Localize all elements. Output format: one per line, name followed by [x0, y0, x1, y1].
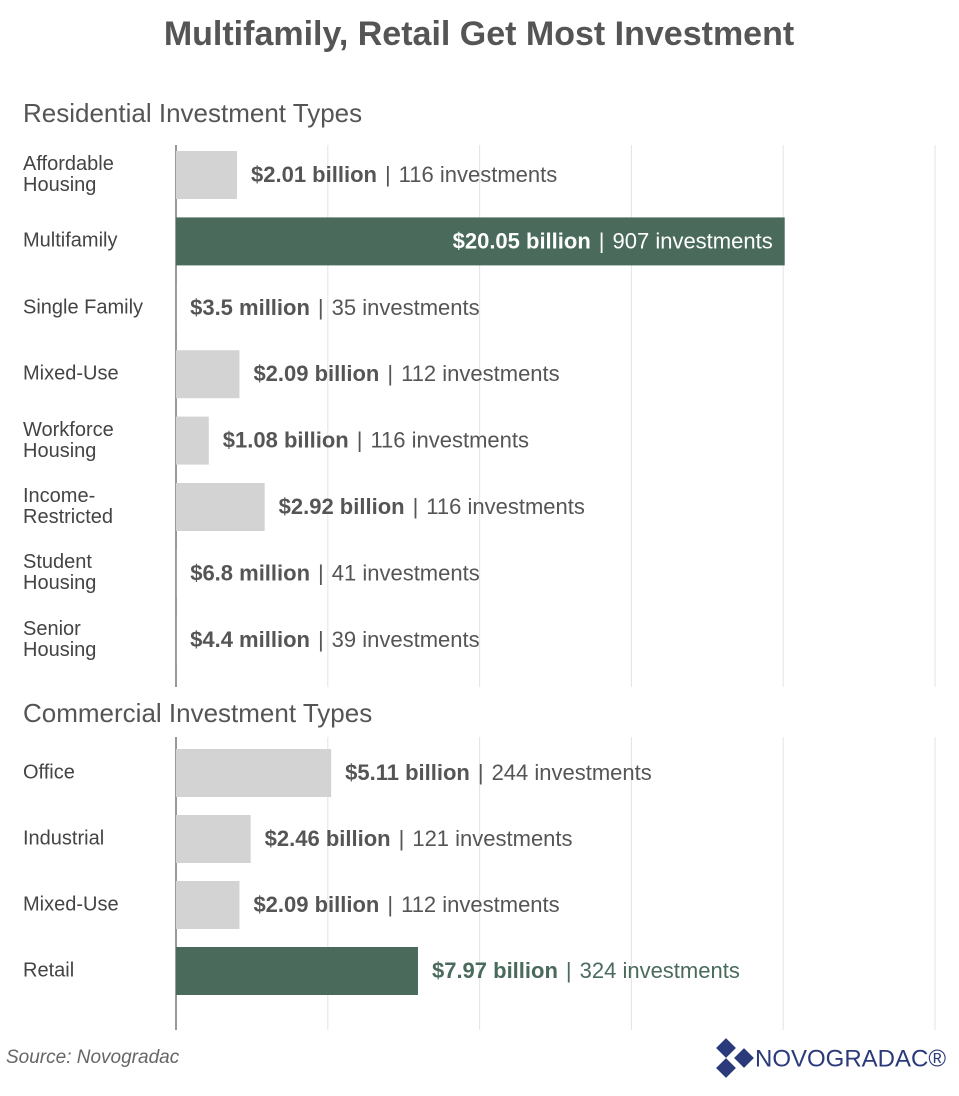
amount-label: $3.5 million: [190, 295, 310, 320]
panel-title: Residential Investment Types: [23, 98, 362, 128]
category-label: Single Family: [23, 296, 144, 319]
separator: |: [413, 494, 419, 519]
logo-icon: [716, 1038, 754, 1078]
value-label: $2.09 billion | 112 investments: [253, 892, 559, 917]
bar: [176, 881, 240, 929]
count-label: 41 investments: [332, 560, 480, 585]
value-label: $20.05 billion | 907 investments: [453, 228, 773, 253]
count-label: 112 investments: [401, 361, 560, 386]
bar: [176, 947, 418, 995]
bar: [176, 151, 238, 199]
value-label: $2.46 billion | 121 investments: [265, 826, 573, 851]
category-label: Retail: [23, 959, 75, 982]
category-label: Mixed-Use: [23, 362, 119, 385]
value-label: $5.11 billion | 244 investments: [345, 760, 652, 785]
count-label: 116 investments: [426, 494, 585, 519]
amount-label: $7.97 billion: [432, 958, 558, 983]
count-label: 244 investments: [492, 760, 652, 785]
bar: [176, 416, 209, 465]
bar: [176, 815, 251, 863]
category-label: Income- Restricted: [23, 485, 114, 528]
separator: |: [399, 826, 405, 851]
amount-label: $2.09 billion: [253, 361, 379, 386]
value-label: $2.01 billion | 116 investments: [251, 162, 557, 187]
count-label: 121 investments: [412, 826, 572, 851]
bar: [176, 217, 785, 266]
count-label: 35 investments: [332, 295, 480, 320]
count-label: 907 investments: [613, 228, 773, 253]
separator: |: [357, 427, 363, 452]
count-label: 324 investments: [580, 958, 740, 983]
value-label: $3.5 million | 35 investments: [190, 295, 480, 320]
count-label: 116 investments: [370, 427, 529, 452]
separator: |: [478, 760, 484, 785]
amount-label: $2.09 billion: [253, 892, 379, 917]
amount-label: $1.08 billion: [223, 427, 349, 452]
separator: |: [599, 228, 605, 253]
separator: |: [385, 162, 391, 187]
logo: NOVOGRADAC®: [755, 1045, 946, 1072]
count-label: 39 investments: [332, 627, 480, 652]
separator: |: [387, 361, 393, 386]
category-label: Office: [23, 761, 75, 784]
amount-label: $5.11 billion: [345, 760, 470, 785]
category-label: Industrial: [23, 827, 105, 850]
amount-label: $4.4 million: [190, 627, 310, 652]
separator: |: [387, 892, 393, 917]
category-label: Workforce Housing: [23, 418, 114, 462]
value-label: $2.92 billion | 116 investments: [279, 494, 585, 519]
amount-label: $6.8 million: [190, 560, 310, 585]
panel-title: Commercial Investment Types: [23, 698, 372, 728]
category-label: Mixed-Use: [23, 893, 119, 916]
category-label: Affordable Housing: [23, 153, 114, 196]
category-label: Senior Housing: [23, 617, 97, 661]
count-label: 112 investments: [401, 892, 560, 917]
value-label: $7.97 billion | 324 investments: [432, 958, 740, 983]
category-label: Student Housing: [23, 551, 97, 595]
value-label: $2.09 billion | 112 investments: [253, 361, 559, 386]
bar: [176, 749, 332, 797]
amount-label: $20.05 billion: [453, 228, 591, 253]
separator: |: [566, 958, 572, 983]
amount-label: $2.01 billion: [251, 162, 377, 187]
separator: |: [318, 560, 324, 585]
count-label: 116 investments: [399, 162, 558, 187]
bar: [176, 483, 265, 531]
value-label: $6.8 million | 41 investments: [190, 560, 480, 585]
category-label: Multifamily: [23, 229, 118, 252]
source: Source: Novogradac: [6, 1047, 180, 1068]
amount-label: $2.46 billion: [265, 826, 391, 851]
separator: |: [318, 295, 324, 320]
separator: |: [318, 627, 324, 652]
value-label: $4.4 million | 39 investments: [190, 627, 480, 652]
chart-title: Multifamily, Retail Get Most Investment: [164, 15, 794, 53]
value-label: $1.08 billion | 116 investments: [223, 427, 529, 452]
bar: [176, 350, 240, 399]
amount-label: $2.92 billion: [279, 494, 405, 519]
